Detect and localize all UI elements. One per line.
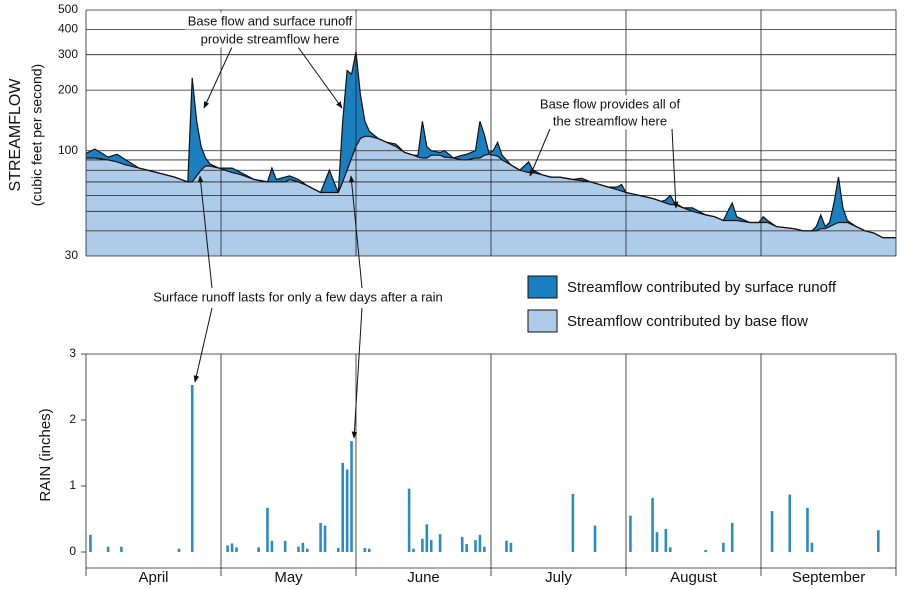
y-tick-label: 100	[58, 143, 78, 157]
rain-bar	[478, 534, 482, 552]
rain-bar	[505, 540, 508, 552]
rain-bar	[257, 547, 260, 552]
rain-bar	[106, 546, 110, 552]
rain-bar	[655, 532, 659, 552]
rain-bar	[226, 545, 229, 552]
y-axis-title: STREAMFLOW	[7, 78, 24, 192]
rain-bar	[651, 497, 654, 552]
rain-bar	[571, 493, 575, 552]
y-tick-label: 3	[69, 346, 76, 360]
legend-label: Streamflow contributed by surface runoff	[567, 279, 837, 296]
rain-bar	[297, 546, 300, 552]
arrow	[671, 128, 679, 209]
annotation: Surface runoff lasts for only a few days…	[153, 289, 443, 304]
x-tick-label: June	[407, 569, 440, 586]
rain-bar	[323, 525, 327, 552]
rain-bar	[89, 534, 92, 552]
rain-bar	[345, 469, 349, 552]
rain-bar	[306, 548, 309, 552]
arrow	[193, 307, 213, 383]
legend-swatch	[527, 309, 558, 333]
annotation-background	[150, 288, 446, 306]
plots	[81, 9, 897, 576]
y-tick-label: 1	[69, 478, 76, 492]
rain-bar	[266, 507, 269, 552]
y-axis-subtitle: (cubic feet per second)	[29, 64, 45, 206]
rain-bar	[190, 385, 194, 552]
rain-bar	[177, 548, 181, 552]
rain-bar	[460, 536, 464, 552]
rain-bar	[363, 548, 367, 552]
annotation: Base flow provides all of	[540, 96, 681, 111]
rain-bar	[509, 542, 513, 552]
annotation-arrows	[193, 46, 679, 439]
rain-bar	[629, 515, 632, 552]
rain-bar	[788, 494, 792, 552]
base-flow-line	[86, 135, 896, 239]
rain-bar	[465, 544, 468, 552]
rain-bar	[230, 543, 234, 552]
arrow	[348, 175, 363, 289]
rain-bar	[668, 547, 672, 552]
rain-bar	[806, 507, 809, 552]
y-tick-label: 0	[69, 544, 76, 558]
rain-bar	[421, 538, 424, 552]
rain-bar	[301, 542, 305, 552]
annotation-background	[536, 95, 684, 113]
rain-bar	[367, 548, 371, 552]
rain-bar	[483, 546, 486, 552]
rain-bar	[704, 550, 707, 552]
rain-bar	[120, 546, 123, 552]
rain-bar	[664, 528, 668, 552]
annotation-background	[197, 30, 343, 48]
y-tick-label: 400	[58, 22, 78, 36]
annotation-background	[549, 112, 671, 130]
rain-bar	[876, 530, 880, 552]
y-tick-label: 500	[58, 2, 78, 16]
x-tick-label: September	[792, 569, 865, 586]
rain-bar	[319, 522, 322, 552]
annotation: the streamflow here	[553, 113, 667, 128]
annotation: provide streamflow here	[201, 31, 340, 46]
arrow	[297, 46, 343, 109]
x-tick-label: July	[545, 569, 572, 586]
rain-bar	[438, 534, 442, 552]
y-tick-label: 200	[58, 82, 78, 96]
rain-bar	[474, 540, 477, 552]
arrow	[203, 46, 233, 109]
legend-label: Streamflow contributed by base flow	[567, 313, 808, 330]
annotation: Base flow and surface runoff	[188, 13, 353, 28]
rain-bar	[412, 548, 415, 552]
legend-swatch	[527, 275, 558, 299]
arrow	[529, 128, 551, 177]
rain-bar	[283, 540, 287, 552]
y-tick-label: 300	[58, 47, 78, 61]
arrow	[197, 175, 213, 289]
rain-bar	[235, 547, 238, 552]
rain-bar	[407, 488, 411, 552]
rain-bar	[770, 511, 774, 552]
rain-bar	[350, 441, 353, 552]
y-tick-label: 2	[69, 412, 76, 426]
rain-bar	[270, 540, 274, 552]
rain-bar	[810, 542, 814, 552]
x-tick-label: August	[670, 569, 718, 586]
rain-bar	[336, 548, 340, 552]
y-tick-label: 30	[65, 248, 79, 262]
rain-bar	[425, 524, 429, 552]
rain-bar	[722, 542, 725, 552]
rain-bar	[429, 540, 433, 552]
rain-bar	[341, 462, 345, 552]
rain-bar	[593, 525, 597, 552]
x-tick-label: April	[138, 569, 168, 586]
rain-bar	[730, 522, 734, 552]
arrow	[351, 307, 363, 439]
annotation-background	[184, 12, 356, 30]
x-tick-label: May	[274, 569, 303, 586]
y-axis-title: RAIN (inches)	[37, 408, 54, 501]
